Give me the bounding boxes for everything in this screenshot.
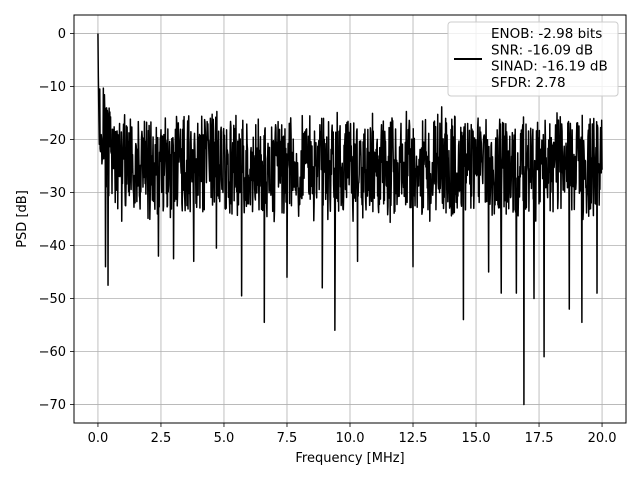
y-tick-label: −70 [39,398,66,413]
y-tick-label: −20 [39,133,66,148]
x-tick-label: 7.5 [277,431,298,446]
y-axis-label: PSD [dB] [15,190,30,248]
x-tick-label: 17.5 [525,431,554,446]
legend: ENOB: -2.98 bits SNR: -16.09 dB SINAD: -… [447,21,619,97]
x-axis-label: Frequency [MHz] [295,451,404,466]
x-tick-label: 15.0 [462,431,491,446]
legend-enob-text: ENOB: -2.98 bits [491,26,602,42]
y-tick-label: −60 [39,345,66,360]
y-tick-label: −10 [39,80,66,95]
axis-ticks: 0.0 2.5 5.0 7.5 10.0 12.5 15.0 17.5 20.0 0 −10 −20 −… [39,27,617,446]
legend-snr-text: SNR: -16.09 dB [491,42,593,58]
x-tick-label: 10.0 [336,431,365,446]
plot-series [97,33,603,406]
psd-series-line [97,33,603,406]
y-tick-label: −40 [39,239,66,254]
y-tick-label: −50 [39,292,66,307]
y-tick-label: −30 [39,186,66,201]
legend-sfdr-text: SFDR: 2.78 [491,75,566,91]
x-tick-label: 12.5 [399,431,428,446]
x-tick-label: 0.0 [88,431,109,446]
x-tick-label: 5.0 [214,431,235,446]
x-tick-label: 2.5 [151,431,172,446]
legend-box [447,21,619,97]
y-tick-label: 0 [58,27,66,42]
x-tick-label: 20.0 [588,431,617,446]
legend-sinad-text: SINAD: -16.19 dB [491,59,608,75]
